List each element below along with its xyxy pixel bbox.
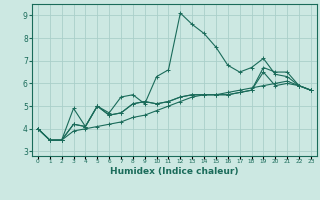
X-axis label: Humidex (Indice chaleur): Humidex (Indice chaleur) xyxy=(110,167,239,176)
